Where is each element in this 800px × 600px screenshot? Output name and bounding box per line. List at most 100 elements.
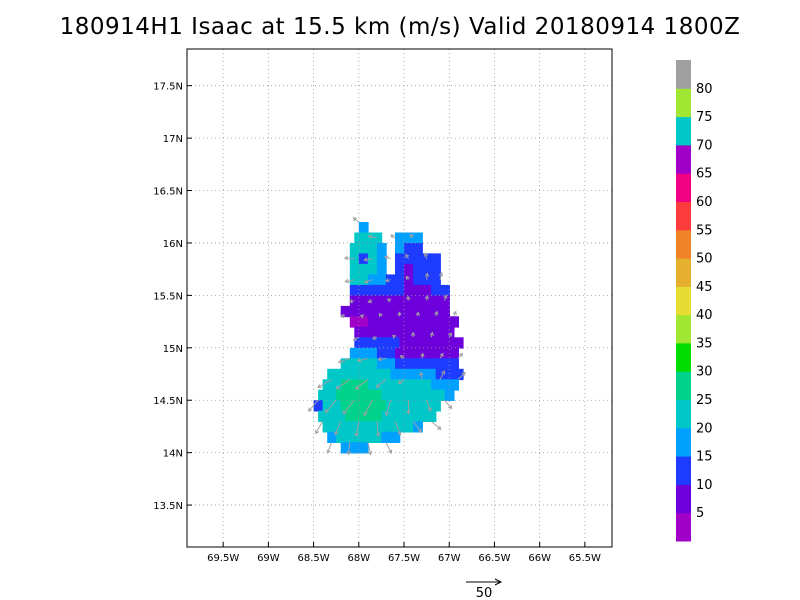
colorbar-label: 30 <box>696 365 713 380</box>
wind-speed-cell <box>395 243 405 255</box>
wind-speed-cell <box>358 305 369 318</box>
wind-speed-cell <box>385 295 396 307</box>
wind-speed-cell <box>322 400 333 412</box>
wind-speed-cell <box>376 263 387 276</box>
wind-speed-cell <box>349 274 360 286</box>
wind-speed-cell <box>435 337 446 349</box>
wind-speed-cell <box>354 368 365 381</box>
wind-speed-cell <box>372 431 383 443</box>
wind-speed-cell <box>431 316 441 328</box>
lat-tick-label: 14.5N <box>153 396 183 407</box>
wind-speed-cell <box>358 316 369 328</box>
wind-speed-cell <box>349 316 360 328</box>
wind-speed-cell <box>336 368 346 381</box>
wind-speed-cell <box>453 337 464 349</box>
wind-speed-cell <box>336 410 346 422</box>
wind-speed-cell <box>422 305 432 318</box>
lon-tick-label: 67W <box>438 553 461 564</box>
colorbar-label: 60 <box>696 195 713 210</box>
wind-speed-cell <box>367 358 378 370</box>
wind-speed-cell <box>435 389 446 401</box>
wind-speed-cell <box>404 305 414 318</box>
wind-speed-cell <box>417 326 428 339</box>
colorbar-swatch <box>676 229 691 259</box>
wind-speed-cell <box>349 421 360 433</box>
wind-vector <box>406 275 410 280</box>
wind-vector <box>378 312 383 318</box>
wind-speed-cell <box>376 295 387 307</box>
wind-speed-cell <box>395 421 405 433</box>
wind-speed-cell <box>385 347 396 360</box>
wind-speed-cell <box>399 326 410 339</box>
wind-vector <box>375 378 387 389</box>
wind-speed-cell <box>385 379 396 391</box>
wind-vector <box>342 399 355 415</box>
lon-tick-label: 69W <box>257 553 280 564</box>
wind-vector <box>340 313 346 319</box>
wind-speed-cell <box>349 253 360 265</box>
wind-speed-cell <box>372 389 383 401</box>
wind-speed-cell <box>449 347 459 360</box>
wind-speed-cell <box>408 389 419 401</box>
wind-speed-cell <box>440 347 450 360</box>
wind-speed-cell <box>395 284 405 297</box>
colorbar-label: 45 <box>696 280 713 295</box>
wind-vector <box>399 355 405 359</box>
wind-vector <box>377 356 386 362</box>
wind-vector <box>386 298 392 303</box>
wind-speed-cell <box>444 326 455 339</box>
wind-speed-cell <box>376 316 387 328</box>
wind-vector <box>424 294 430 301</box>
wind-speed-cell <box>431 379 441 391</box>
wind-vector <box>457 371 466 380</box>
wind-vector <box>443 294 448 301</box>
wind-speed-cell <box>431 274 441 286</box>
wind-speed-cell <box>431 295 441 307</box>
wind-speed-cell <box>345 431 355 443</box>
wind-speed-cell <box>422 316 432 328</box>
colorbar-swatch <box>676 144 691 174</box>
wind-vector <box>434 310 439 317</box>
wind-speed-cell <box>431 263 441 276</box>
colorbar-swatch <box>676 399 691 429</box>
wind-speed-cell <box>376 400 387 412</box>
lon-tick-label: 66.5W <box>478 553 510 564</box>
wind-speed-cell <box>426 389 437 401</box>
wind-speed-cell <box>313 400 324 412</box>
wind-speed-cell <box>431 253 441 265</box>
wind-speed-cell <box>413 295 423 307</box>
wind-vector <box>384 278 391 283</box>
wind-speed-cell <box>404 253 414 265</box>
wind-speed-cell <box>444 337 455 349</box>
wind-speed-cell <box>376 284 387 297</box>
wind-vector <box>444 399 453 410</box>
wind-speed-cell <box>453 368 464 381</box>
wind-speed-cell <box>449 316 459 328</box>
wind-vector <box>448 332 452 338</box>
wind-vector <box>363 399 373 417</box>
lat-tick-label: 13.5N <box>153 501 183 512</box>
lat-tick-label: 16N <box>163 239 183 250</box>
wind-vector <box>315 420 324 435</box>
wind-speed-cell <box>399 389 410 401</box>
wind-speed-cell <box>440 305 450 318</box>
wind-speed-cell <box>422 400 432 412</box>
wind-speed-cell <box>404 284 414 297</box>
wind-speed-cell <box>331 421 342 433</box>
wind-speed-cell <box>358 253 369 265</box>
wind-speed-cell <box>363 326 374 339</box>
wind-speed-cell <box>340 442 351 454</box>
wind-vector <box>307 399 319 412</box>
wind-speed-cell <box>354 232 365 244</box>
wind-vector <box>406 400 411 415</box>
wind-vector <box>439 352 444 359</box>
wind-vector <box>324 399 337 414</box>
wind-vector <box>412 420 422 433</box>
wind-vector <box>334 421 342 436</box>
lat-tick-label: 17N <box>163 134 183 145</box>
wind-speed-cell <box>422 284 432 297</box>
wind-speed-cell <box>358 358 369 370</box>
wind-vector <box>367 298 373 304</box>
wind-speed-cell <box>367 253 378 265</box>
